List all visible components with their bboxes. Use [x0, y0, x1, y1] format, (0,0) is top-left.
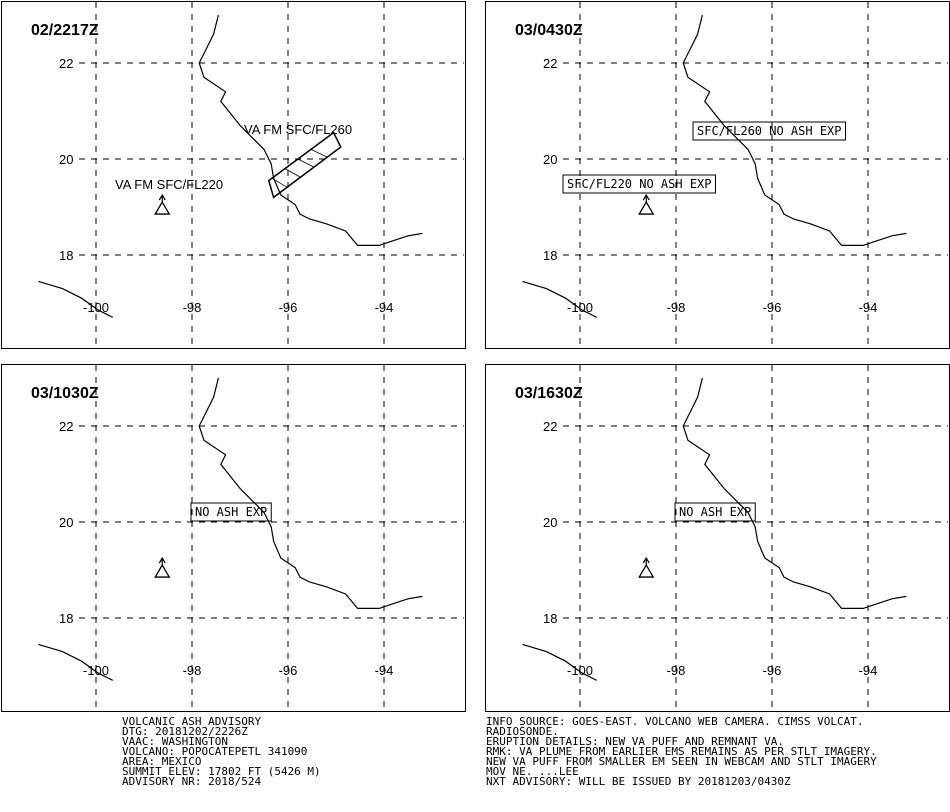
longitude-label: -98	[667, 300, 686, 315]
ash-cloud-polygon	[267, 131, 342, 199]
latitude-label: 20	[543, 515, 557, 530]
coastline	[682, 14, 907, 246]
longitude-label: -96	[279, 300, 298, 315]
advisory-line: RADIOSONDE.	[486, 725, 559, 738]
longitude-label: -94	[375, 300, 394, 315]
latitude-label: 18	[59, 611, 73, 626]
ash-hatch-line	[271, 177, 288, 188]
longitude-label: -94	[859, 300, 878, 315]
ash-hatch-line	[297, 158, 315, 168]
ash-forecast-box-label: NO ASH EXP	[195, 505, 267, 519]
advisory-line: NEW VA PUFF FROM SMALLER EM SEEN IN WEBC…	[486, 755, 877, 768]
ash-forecast-box-label: SFC/FL260 NO ASH EXP	[697, 124, 842, 138]
advisory-line: MOV NE. ...LEE	[486, 765, 579, 778]
latitude-label: 18	[543, 611, 557, 626]
latitude-label: 20	[59, 515, 73, 530]
advisory-line: RMK: VA PLUME FROM EARLIER EMS REMAINS A…	[486, 745, 877, 758]
volcano-icon	[154, 193, 171, 215]
longitude-label: -98	[183, 663, 202, 678]
advisory-line: AREA: MEXICO	[122, 755, 202, 768]
longitude-label: -98	[183, 300, 202, 315]
advisory-line: NXT ADVISORY: WILL BE ISSUED BY 20181203…	[486, 775, 791, 788]
annotation-box	[562, 174, 716, 194]
ash-forecast-box-label: SFC/FL220 NO ASH EXP	[567, 177, 712, 191]
advisory-line: ERUPTION DETAILS: NEW VA PUFF AND REMNAN…	[486, 735, 785, 748]
annotation-box	[692, 121, 846, 141]
advisory-remarks-block: INFO SOURCE: GOES-EAST. VOLCANO WEB CAME…	[486, 715, 877, 788]
annotation-box	[190, 502, 272, 522]
advisory-line: INFO SOURCE: GOES-EAST. VOLCANO WEB CAME…	[486, 715, 864, 728]
advisory-line: SUMMIT ELEV: 17802 FT (5426 M)	[122, 765, 321, 778]
annotation-box	[674, 502, 756, 522]
panel-frame	[1, 364, 466, 712]
latitude-label: 22	[543, 419, 557, 434]
coastline	[522, 643, 598, 681]
volcano-icon	[638, 556, 655, 578]
latitude-label: 18	[59, 248, 73, 263]
volcano-icon	[154, 556, 171, 578]
longitude-label: -96	[763, 300, 782, 315]
advisory-line: VOLCANIC ASH ADVISORY	[122, 715, 262, 728]
coastline	[198, 14, 423, 246]
ash-forecast-box-label: NO ASH EXP	[679, 505, 751, 519]
advisory-line: VOLCANO: POPOCATEPETL 341090	[122, 745, 308, 758]
coastline	[682, 377, 907, 610]
longitude-label: -94	[375, 663, 394, 678]
valid-time-label: 03/1630Z	[515, 385, 583, 402]
advisory-header-block: VOLCANIC ASH ADVISORY DTG: 20181202/2226Z…	[122, 715, 321, 788]
longitude-label: -94	[859, 663, 878, 678]
coastline	[38, 280, 114, 318]
ash-layer-label: VA FM SFC/FL260	[244, 122, 352, 137]
latitude-label: 20	[59, 152, 73, 167]
latitude-label: 22	[543, 56, 557, 71]
coastline	[522, 280, 598, 318]
ash-hatch-line	[310, 149, 328, 158]
latitude-label: 18	[543, 248, 557, 263]
latitude-label: 20	[543, 152, 557, 167]
valid-time-label: 02/2217Z	[31, 22, 99, 39]
latitude-label: 22	[59, 56, 73, 71]
panel-frame	[485, 1, 950, 349]
ash-hatch-line	[284, 168, 301, 178]
latitude-label: 22	[59, 419, 73, 434]
advisory-line: ADVISORY NR: 2018/524	[122, 775, 262, 788]
longitude-label: -98	[667, 663, 686, 678]
advisory-line: VAAC: WASHINGTON	[122, 735, 228, 748]
panel-frame	[485, 364, 950, 712]
valid-time-label: 03/1030Z	[31, 385, 99, 402]
coastline	[198, 377, 423, 610]
panel-frame	[1, 1, 466, 349]
longitude-label: -96	[763, 663, 782, 678]
valid-time-label: 03/0430Z	[515, 22, 583, 39]
ash-layer-label: VA FM SFC/FL220	[115, 177, 223, 192]
advisory-line: DTG: 20181202/2226Z	[122, 725, 248, 738]
coastline	[38, 643, 114, 681]
volcano-icon	[638, 193, 655, 215]
longitude-label: -96	[279, 663, 298, 678]
